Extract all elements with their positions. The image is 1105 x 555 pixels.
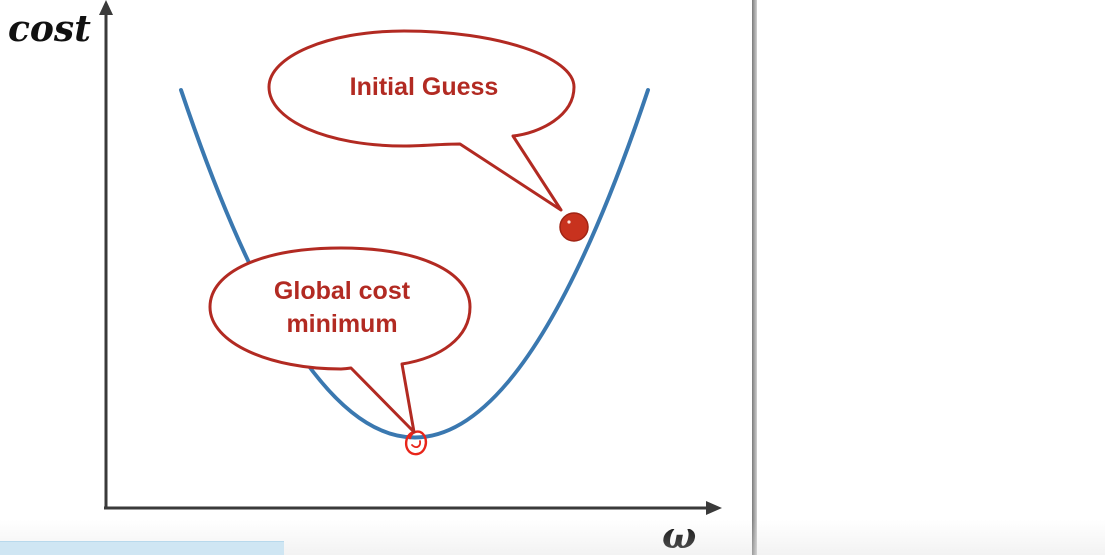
panel-divider — [752, 0, 757, 555]
y-axis-arrowhead — [99, 0, 113, 15]
initial-guess-dot-highlight — [567, 220, 571, 224]
x-axis-label: ω — [662, 515, 696, 555]
global-minimum-label-line2: minimum — [286, 310, 397, 338]
global-minimum-label-line1: Global cost — [274, 277, 411, 305]
initial-guess-bubble — [267, 29, 576, 212]
x-axis-arrowhead — [706, 501, 722, 515]
global-minimum-marker — [404, 430, 428, 456]
initial-guess-dot — [559, 212, 589, 242]
global-minimum-bubble — [208, 246, 472, 434]
initial-guess-callout: Initial Guess — [267, 29, 576, 212]
caption-strip — [0, 541, 284, 555]
global-minimum-callout: Global cost minimum — [208, 246, 472, 434]
initial-guess-label: Initial Guess — [350, 73, 499, 101]
y-axis-label: cost — [8, 8, 91, 50]
